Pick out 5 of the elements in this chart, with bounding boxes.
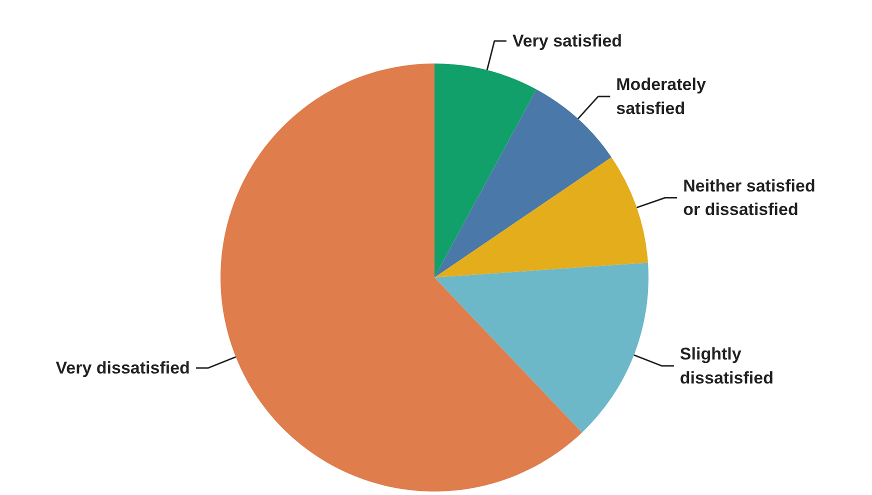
slice-label: Moderately satisfied xyxy=(616,75,706,118)
slice-label: Slightly dissatisfied xyxy=(680,344,774,388)
slice-label: Very dissatisfied xyxy=(56,358,190,378)
slice-label: Very satisfied xyxy=(512,31,622,50)
slice-label: Neither satisfied or dissatisfied xyxy=(683,176,816,220)
